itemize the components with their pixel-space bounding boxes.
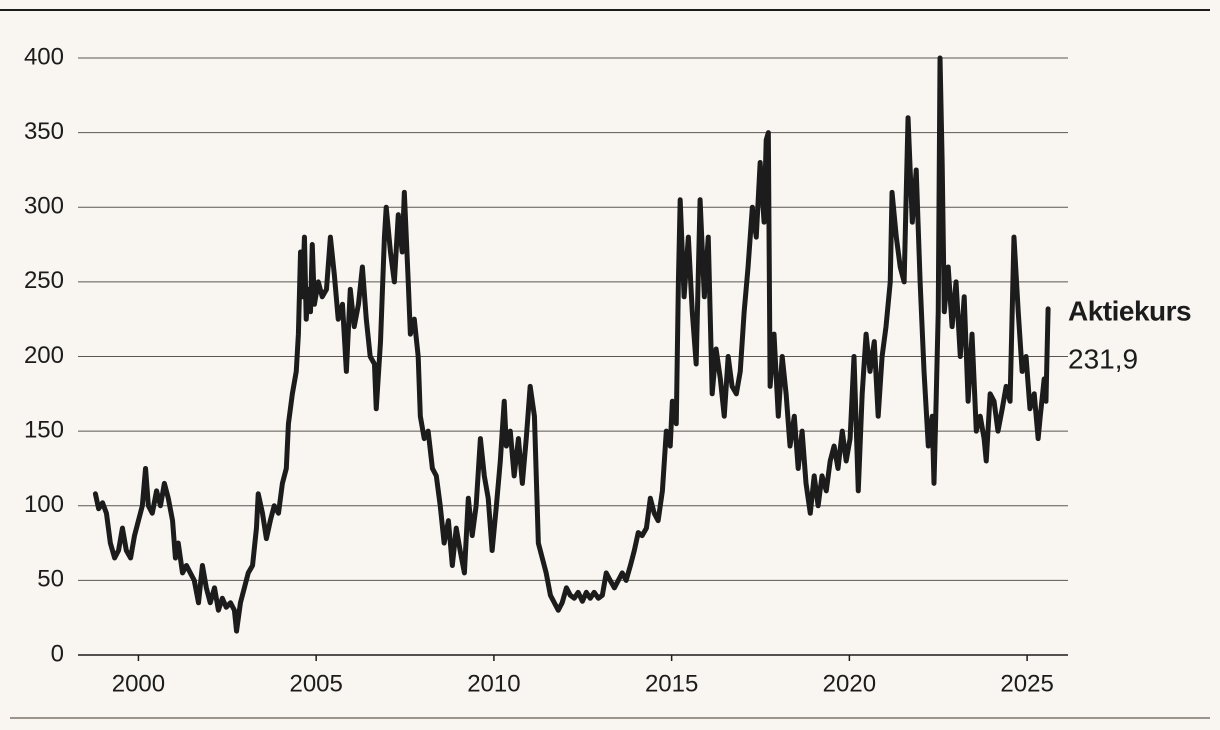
y-tick-label: 100	[24, 491, 64, 518]
y-tick-label: 350	[24, 118, 64, 145]
y-tick-label: 400	[24, 43, 64, 70]
y-tick-label: 200	[24, 342, 64, 369]
x-tick-label: 2000	[112, 670, 165, 697]
x-tick-label: 2020	[823, 670, 876, 697]
y-tick-label: 300	[24, 193, 64, 220]
y-tick-label: 150	[24, 416, 64, 443]
series-label: Aktiekurs	[1068, 295, 1191, 326]
end-value-label: 231,9	[1068, 343, 1138, 374]
y-tick-label: 0	[51, 640, 64, 667]
price-line	[92, 55, 1051, 634]
grid: 0 50 100 150 200 250 300 350 400 2000 2005 2010 2015…	[24, 43, 1068, 697]
y-tick-label: 250	[24, 267, 64, 294]
x-tick-label: 2015	[645, 670, 698, 697]
x-tick-label: 2010	[467, 670, 520, 697]
x-tick-label: 2005	[289, 670, 342, 697]
x-tick-label: 2025	[1000, 670, 1053, 697]
y-tick-label: 50	[37, 566, 64, 593]
plot	[92, 55, 1051, 634]
